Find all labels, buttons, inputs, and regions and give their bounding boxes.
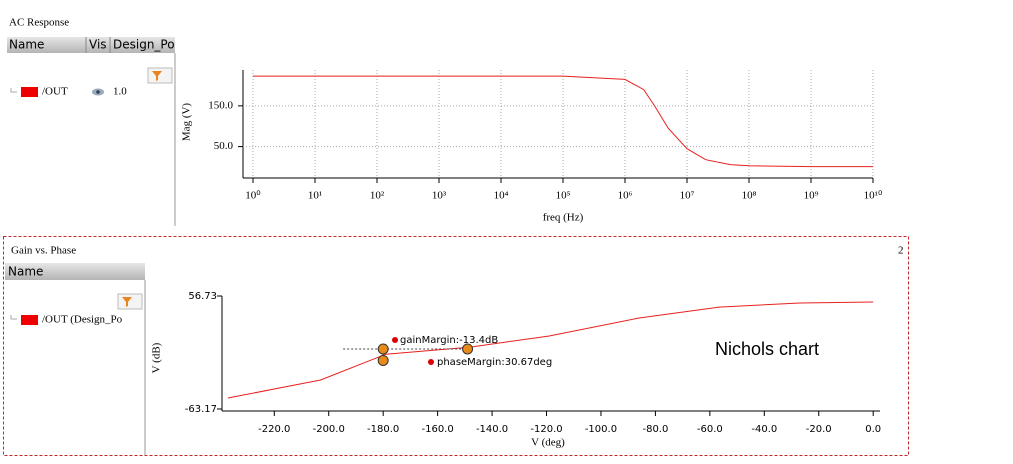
x-tick-label: -120.0 <box>530 424 562 435</box>
annotation: Nichols chart <box>715 339 819 359</box>
column-header[interactable]: Design_Po <box>113 38 175 52</box>
x-tick-label: -80.0 <box>642 424 668 435</box>
x-tick-label: -100.0 <box>585 424 617 435</box>
x-tick-label: -40.0 <box>751 424 777 435</box>
x-tick-label: 10⁴ <box>494 190 509 202</box>
list-header <box>5 263 145 280</box>
margin-marker <box>462 343 474 355</box>
x-tick-label: 10¹ <box>308 190 322 202</box>
visibility-icon-pupil <box>96 90 100 94</box>
x-tick-label: -20.0 <box>806 424 832 435</box>
margin-marker <box>377 343 389 355</box>
list-header <box>7 37 175 53</box>
panel-index: 2 <box>898 245 904 257</box>
y-axis-label: V (dB) <box>151 342 163 373</box>
filter-button[interactable] <box>147 67 173 84</box>
signal-color[interactable] <box>21 87 38 97</box>
x-tick-label: 10⁸ <box>742 190 757 202</box>
filter-button[interactable] <box>117 293 143 310</box>
annotation: phaseMargin:30.67deg <box>437 357 552 368</box>
x-tick-label: 10³ <box>432 190 447 202</box>
column-header[interactable]: Name <box>8 265 43 279</box>
tree-line <box>10 88 17 93</box>
x-tick-label: -180.0 <box>367 424 399 435</box>
x-tick-label: 10⁵ <box>556 190 571 202</box>
signal-name[interactable]: /OUT (Design_Po <box>42 314 123 326</box>
y-tick-label: 150.0 <box>208 99 233 111</box>
x-tick-label: 10¹⁰ <box>864 190 883 202</box>
x-tick-label: -200.0 <box>313 424 345 435</box>
annotation-dot <box>428 359 434 365</box>
y-tick-label: -63.17 <box>185 404 217 415</box>
series-line <box>253 75 873 168</box>
annotation: gainMargin:-13.4dB <box>400 335 498 346</box>
signal-color[interactable] <box>21 315 38 325</box>
x-axis-label: V (deg) <box>531 437 565 449</box>
signal-name[interactable]: /OUT <box>42 86 68 98</box>
x-tick-label: 10⁹ <box>804 190 819 202</box>
x-tick-label: -220.0 <box>258 424 290 435</box>
x-tick-label: 10⁶ <box>618 190 633 202</box>
tree-line <box>10 315 17 320</box>
y-axis-label: Mag (V) <box>181 103 193 142</box>
panel-selection <box>3 236 909 456</box>
x-tick-label: -160.0 <box>421 424 453 435</box>
annotation-dot <box>392 337 398 343</box>
x-tick-label: 10⁰ <box>245 190 261 202</box>
column-header[interactable]: Vis <box>89 38 107 52</box>
visibility-value: 1.0 <box>113 86 127 98</box>
panel-title: AC Response <box>9 17 69 29</box>
x-tick-label: 10² <box>370 190 385 202</box>
series-line <box>227 301 874 399</box>
x-axis-label: freq (Hz) <box>543 212 584 224</box>
x-tick-label: 0.0 <box>865 424 881 435</box>
y-tick-label: 56.73 <box>188 291 217 302</box>
panel-title: Gain vs. Phase <box>11 245 76 257</box>
margin-marker <box>377 354 389 366</box>
x-tick-label: -60.0 <box>697 424 723 435</box>
column-header[interactable]: Name <box>9 38 44 52</box>
x-tick-label: 10⁷ <box>680 190 695 202</box>
y-tick-label: 50.0 <box>214 140 234 152</box>
x-tick-label: -140.0 <box>476 424 508 435</box>
